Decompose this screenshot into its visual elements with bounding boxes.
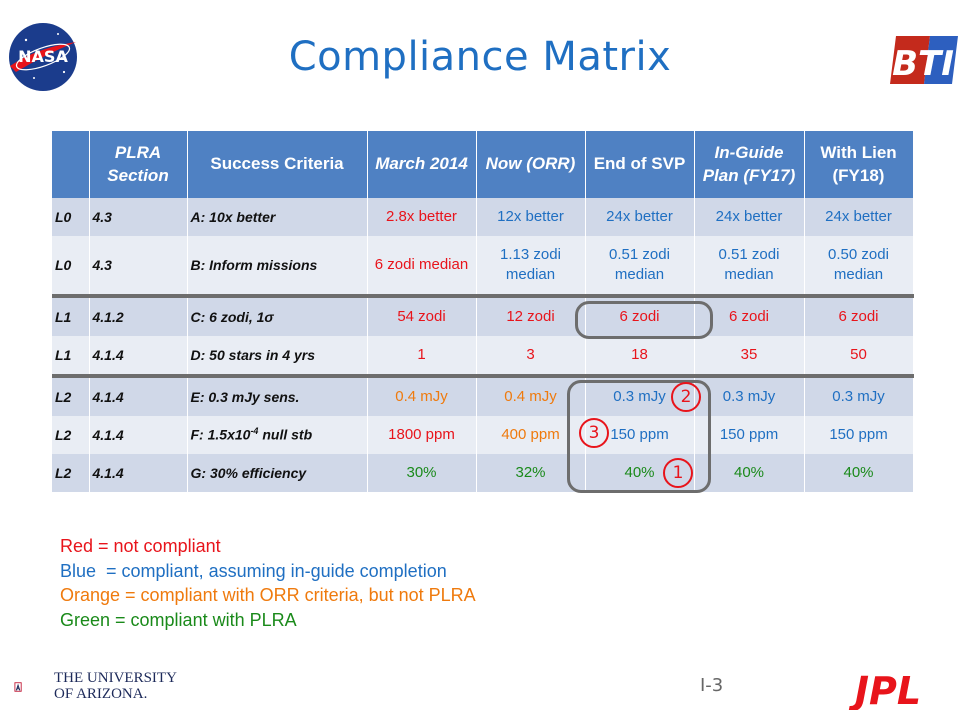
row-level: L0 xyxy=(52,198,90,236)
row-value-cell: 24x better xyxy=(585,198,695,236)
row-value-cell: 0.4 mJy xyxy=(367,374,477,416)
university-line-1: THE UNIVERSITY xyxy=(54,670,177,686)
row-value-cell: 0.50 zodi median xyxy=(804,236,914,296)
page-title: Compliance Matrix xyxy=(288,34,672,80)
row-value-cell: 0.51 zodi median xyxy=(694,236,805,296)
criteria-tail: null stb xyxy=(258,426,313,443)
highlight-box-row-c xyxy=(575,301,713,339)
row-value-cell: 6 zodi median xyxy=(367,236,477,296)
criteria-exponent: -4 xyxy=(250,426,259,437)
table-row: L2 4.1.4 E: 0.3 mJy sens. 0.4 mJy 0.4 mJy 0.3… xyxy=(52,374,914,416)
row-success-criteria: D: 50 stars in 4 yrs xyxy=(187,336,368,376)
header-plra-section: PLRA Section xyxy=(89,131,188,198)
callout-2: 2 xyxy=(671,382,701,412)
header-success-criteria: Success Criteria xyxy=(187,131,368,198)
row-plra-section: 4.1.4 xyxy=(89,374,188,416)
row-value-cell: 1 xyxy=(367,336,477,376)
university-wordmark: THE UNIVERSITY OF ARIZONA. xyxy=(54,670,177,702)
header-march-2014: March 2014 xyxy=(367,131,477,198)
row-value-cell: 30% xyxy=(367,454,477,492)
table-header-row: PLRA Section Success Criteria March 2014… xyxy=(52,131,914,198)
row-value-cell: 1800 ppm xyxy=(367,416,477,454)
university-line-2: OF ARIZONA. xyxy=(54,686,148,702)
legend-green: Green = compliant with PLRA xyxy=(60,609,297,630)
row-value-cell: 150 ppm xyxy=(694,416,805,454)
header-level xyxy=(52,131,90,198)
header-with-lien: With Lien (FY18) xyxy=(804,131,914,198)
row-value-cell: 12 zodi xyxy=(476,294,586,336)
row-success-criteria: C: 6 zodi, 1σ xyxy=(187,294,368,336)
row-level: L1 xyxy=(52,294,90,336)
row-plra-section: 4.3 xyxy=(89,236,188,296)
row-value-cell: 2.8x better xyxy=(367,198,477,236)
row-value-cell: 0.3 mJy xyxy=(694,374,805,416)
header-end-of-svp: End of SVP xyxy=(585,131,695,198)
row-value-cell: 32% xyxy=(476,454,586,492)
row-level: L1 xyxy=(52,336,90,376)
row-value-cell: 40% xyxy=(694,454,805,492)
table-row: L0 4.3 A: 10x better 2.8x better 12x better 2… xyxy=(52,198,914,236)
compliance-matrix-table: PLRA Section Success Criteria March 2014… xyxy=(52,131,914,492)
callout-1: 1 xyxy=(663,458,693,488)
row-plra-section: 4.1.4 xyxy=(89,416,188,454)
row-value-cell: 35 xyxy=(694,336,805,376)
row-value-cell: 0.51 zodi median xyxy=(585,236,695,296)
row-value-cell: 12x better xyxy=(476,198,586,236)
bti-wordmark: BTI xyxy=(892,44,954,84)
callout-3: 3 xyxy=(579,418,609,448)
page-number: I-3 xyxy=(700,675,724,696)
table-row: L1 4.1.2 C: 6 zodi, 1σ 54 zodi 12 zodi 6 zodi… xyxy=(52,294,914,336)
row-level: L0 xyxy=(52,236,90,296)
row-success-criteria: B: Inform missions xyxy=(187,236,368,296)
row-value-cell: 40% xyxy=(804,454,914,492)
table-row: L1 4.1.4 D: 50 stars in 4 yrs 1 3 18 35 50 xyxy=(52,336,914,376)
row-value-cell: 0.3 mJy xyxy=(804,374,914,416)
legend-blue: Blue = compliant, assuming in-guide comp… xyxy=(60,560,447,581)
table-row: L2 4.1.4 G: 30% efficiency 30% 32% 40% 40% 40% xyxy=(52,454,914,492)
nasa-wordmark: NASA xyxy=(18,47,68,66)
criteria-text: F: 1.5x10 xyxy=(190,426,251,443)
row-plra-section: 4.1.2 xyxy=(89,294,188,336)
university-of-arizona-logo xyxy=(14,682,22,692)
table-row: L0 4.3 B: Inform missions 6 zodi median 1.13… xyxy=(52,236,914,296)
row-value-cell: 50 xyxy=(804,336,914,376)
row-level: L2 xyxy=(52,416,90,454)
row-success-criteria: G: 30% efficiency xyxy=(187,454,368,492)
row-plra-section: 4.1.4 xyxy=(89,454,188,492)
row-value-cell: 3 xyxy=(476,336,586,376)
legend-orange: Orange = compliant with ORR criteria, bu… xyxy=(60,585,476,605)
row-value-cell: 24x better xyxy=(694,198,805,236)
nasa-logo: NASA xyxy=(9,23,77,91)
row-value-cell: 0.4 mJy xyxy=(476,374,586,416)
row-success-criteria: A: 10x better xyxy=(187,198,368,236)
row-success-criteria: E: 0.3 mJy sens. xyxy=(187,374,368,416)
row-value-cell: 54 zodi xyxy=(367,294,477,336)
highlight-box-rows-ef xyxy=(567,380,711,493)
row-value-cell: 18 xyxy=(585,336,695,376)
legend-red: Red = not compliant xyxy=(60,536,221,556)
row-success-criteria: F: 1.5x10-4 null stb xyxy=(187,416,368,454)
row-value-cell: 1.13 zodi median xyxy=(476,236,586,296)
color-legend: Red = not compliant Blue = compliant, as… xyxy=(60,534,476,632)
row-plra-section: 4.3 xyxy=(89,198,188,236)
header-in-guide-plan: In-Guide Plan (FY17) xyxy=(694,131,805,198)
row-level: L2 xyxy=(52,454,90,492)
jpl-wordmark: JPL xyxy=(848,670,921,710)
jpl-logo: JPL xyxy=(848,670,921,710)
row-value-cell: 24x better xyxy=(804,198,914,236)
header-now-orr: Now (ORR) xyxy=(476,131,586,198)
bti-logo: BTI xyxy=(890,36,958,84)
row-level: L2 xyxy=(52,374,90,416)
table-row: L2 4.1.4 F: 1.5x10-4 null stb 1800 ppm 400 p… xyxy=(52,416,914,454)
row-plra-section: 4.1.4 xyxy=(89,336,188,376)
row-value-cell: 6 zodi xyxy=(804,294,914,336)
row-value-cell: 150 ppm xyxy=(804,416,914,454)
